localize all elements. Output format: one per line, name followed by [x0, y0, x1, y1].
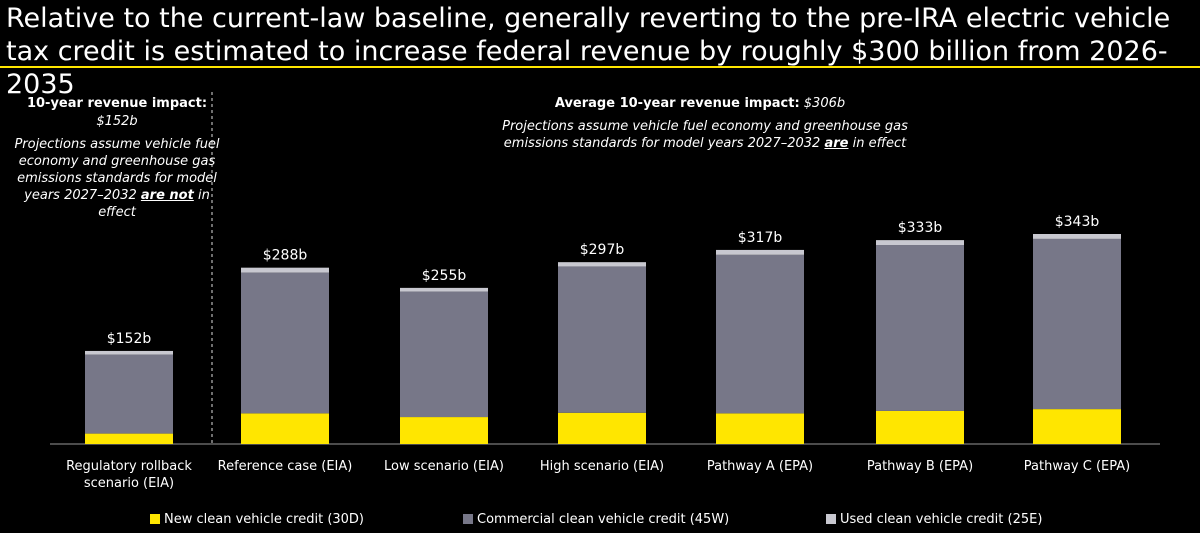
right-impact-label: Average 10-year revenue impact: [554, 96, 800, 111]
category-label: Pathway B (EPA) [866, 459, 974, 474]
bar-total-label: $297b [580, 242, 625, 258]
category-label: Reference case (EIA) [217, 459, 353, 474]
legend-label: New clean vehicle credit (30D) [164, 512, 365, 527]
bar-segment-new [558, 412, 646, 444]
right-impact-line: Average 10-year revenue impact: $306b [480, 96, 920, 111]
bar-total-label: $343b [1055, 214, 1100, 230]
bar-segment-commercial [241, 272, 329, 414]
chart-title: Relative to the current-law baseline, ge… [6, 3, 1171, 100]
bar-segment-commercial [876, 245, 964, 411]
left-note-tail: in effect [98, 188, 210, 220]
bar-segment-new [85, 433, 173, 444]
legend-label: Commercial clean vehicle credit (45W) [477, 512, 730, 527]
legend-item: Used clean vehicle credit (25E) [826, 512, 1042, 527]
legend-item: New clean vehicle credit (30D) [150, 512, 364, 527]
bar-total-label: $288b [263, 248, 308, 264]
bar-segment-new [716, 413, 804, 444]
value-label-group: $152b $288b $255b $297b $317b $333b $343b [107, 214, 1100, 347]
category-label: Regulatory rollback scenario (EIA) [66, 459, 192, 491]
bar-segment-commercial [716, 254, 804, 414]
bar-total-label: $333b [898, 220, 943, 236]
bar-segment-used [716, 249, 804, 255]
category-label: Pathway A (EPA) [706, 459, 814, 474]
bar-total-label: $255b [422, 268, 467, 284]
right-note-tail: in effect [848, 136, 907, 151]
bar-total-label: $317b [738, 230, 783, 246]
left-impact-label: 10-year revenue impact: [26, 96, 208, 111]
bar-segment-used [241, 267, 329, 273]
right-projection-note: Projections assume vehicle fuel economy … [470, 118, 940, 152]
bar-segment-used [400, 287, 488, 292]
category-label: High scenario (EIA) [539, 459, 665, 474]
legend-item: Commercial clean vehicle credit (45W) [463, 512, 729, 527]
left-impact-value: $152b [96, 114, 138, 129]
bar-segment-used [876, 240, 964, 246]
right-note-emphasis: are [824, 136, 849, 151]
bar-segment-used [558, 262, 646, 267]
category-label: Low scenario (EIA) [384, 459, 504, 474]
category-label: Pathway C (EPA) [1023, 459, 1131, 474]
left-note-text: Projections assume vehicle fuel economy … [14, 137, 220, 203]
right-impact-value: $306b [803, 96, 846, 111]
bar-segment-used [85, 350, 173, 355]
legend-label: Used clean vehicle credit (25E) [840, 512, 1043, 527]
bar-segment-new [876, 410, 964, 444]
bar-total-label: $152b [107, 331, 152, 347]
bar-segment-new [1033, 409, 1121, 444]
left-note-emphasis: are not [140, 188, 194, 203]
legend-swatch-new [150, 514, 160, 524]
bar-segment-commercial [1033, 238, 1121, 410]
chart-legend: New clean vehicle credit (30D) Commercia… [150, 512, 1200, 530]
bar-segment-commercial [85, 354, 173, 434]
bar-segment-commercial [400, 291, 488, 418]
right-note-text: Projections assume vehicle fuel economy … [502, 119, 908, 151]
bar-group [85, 234, 1121, 444]
left-projection-note: Projections assume vehicle fuel economy … [14, 136, 220, 221]
legend-swatch-commercial [463, 514, 473, 524]
bar-segment-commercial [558, 266, 646, 413]
bar-segment-new [241, 413, 329, 444]
legend-swatch-used [826, 514, 836, 524]
bar-segment-new [400, 417, 488, 444]
title-underline [0, 66, 1200, 68]
bar-segment-used [1033, 234, 1121, 239]
